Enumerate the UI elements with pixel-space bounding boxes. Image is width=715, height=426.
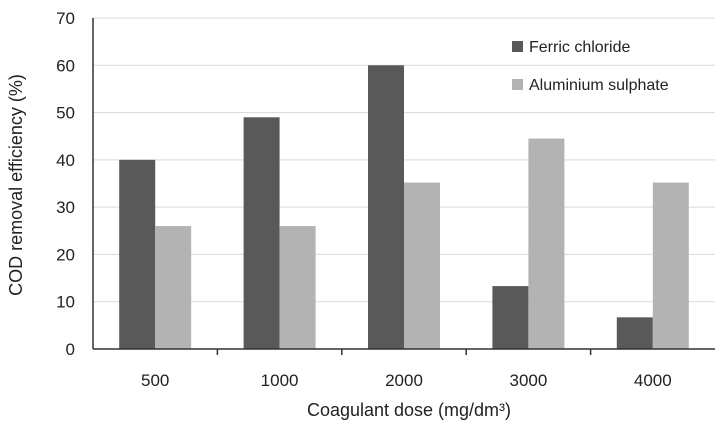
x-tick-label: 4000 bbox=[634, 371, 672, 390]
bar-ferric-chloride-4000 bbox=[616, 317, 653, 349]
bar-ferric-chloride-1000 bbox=[243, 117, 280, 349]
y-tick-label: 30 bbox=[56, 198, 75, 217]
y-tick-label: 70 bbox=[56, 9, 75, 28]
bar-ferric-chloride-3000 bbox=[492, 286, 529, 349]
legend-swatch-ferric-chloride bbox=[512, 41, 523, 52]
y-tick-label: 40 bbox=[56, 151, 75, 170]
bar-aluminium-sulphate-3000 bbox=[528, 138, 565, 349]
x-tick-label: 3000 bbox=[509, 371, 547, 390]
y-tick-labels: 0 10 20 30 40 50 60 70 bbox=[56, 9, 75, 359]
x-tick-labels: 500 1000 2000 3000 4000 bbox=[141, 371, 672, 390]
bar-aluminium-sulphate-4000 bbox=[652, 182, 689, 349]
bar-ferric-chloride-2000 bbox=[368, 65, 404, 350]
legend-swatch-aluminium-sulphate bbox=[512, 79, 523, 90]
axes bbox=[92, 18, 715, 355]
y-tick-label: 50 bbox=[56, 104, 75, 123]
x-tick-label: 2000 bbox=[385, 371, 423, 390]
legend: Ferric chloride Aluminium sulphate bbox=[512, 39, 669, 94]
x-tick-label: 500 bbox=[141, 371, 169, 390]
bars-group bbox=[119, 65, 689, 350]
y-tick-label: 10 bbox=[56, 293, 75, 312]
legend-label: Aluminium sulphate bbox=[529, 77, 669, 94]
bar-aluminium-sulphate-1000 bbox=[279, 226, 316, 349]
y-tick-label: 20 bbox=[56, 245, 75, 264]
bar-aluminium-sulphate-500 bbox=[155, 226, 192, 349]
legend-label: Ferric chloride bbox=[529, 39, 630, 56]
y-tick-label: 60 bbox=[56, 56, 75, 75]
y-axis-title: COD removal efficiency (%) bbox=[6, 74, 26, 296]
y-tick-label: 0 bbox=[66, 340, 75, 359]
bar-aluminium-sulphate-2000 bbox=[404, 182, 440, 349]
x-tick-label: 1000 bbox=[261, 371, 299, 390]
x-axis-title: Coagulant dose (mg/dm³) bbox=[307, 400, 511, 420]
bar-ferric-chloride-500 bbox=[119, 159, 156, 349]
